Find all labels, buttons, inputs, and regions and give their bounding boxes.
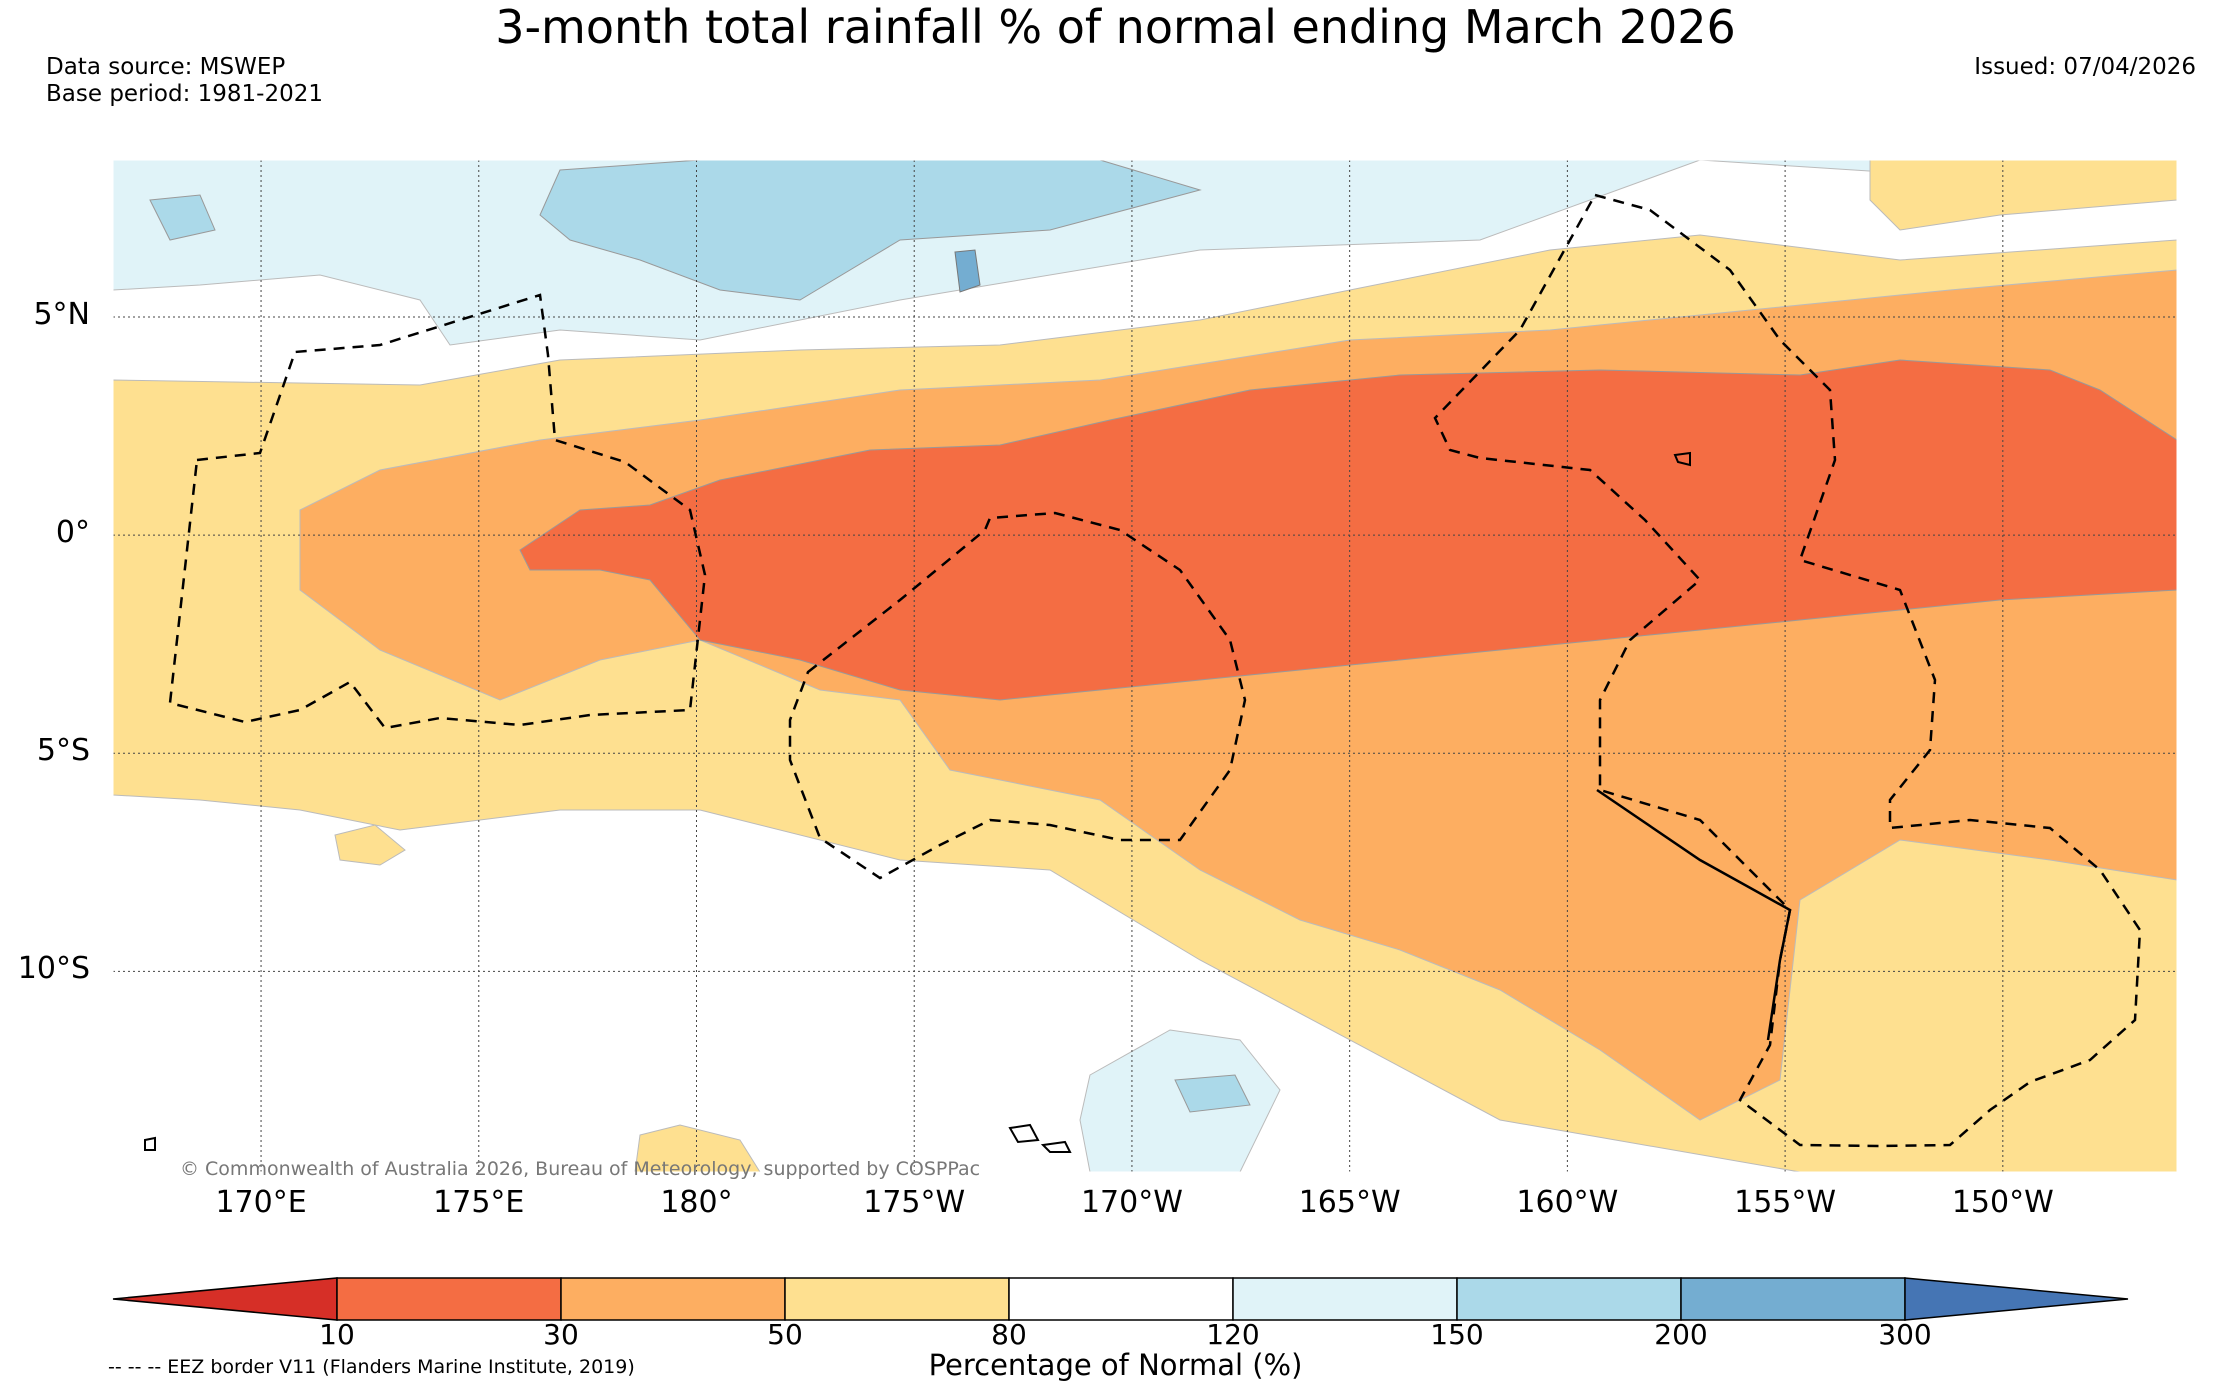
map-area	[113, 160, 2177, 1172]
colorbar-tick-label: 120	[1206, 1318, 1260, 1351]
lon-tick-label: 160°W	[1516, 1185, 1619, 1220]
lon-tick-label: 175°E	[433, 1185, 525, 1220]
eez-border-west	[168, 293, 707, 730]
island-outline	[1008, 1123, 1040, 1144]
colorbar-tick-label: 150	[1430, 1318, 1484, 1351]
copyright-text: © Commonwealth of Australia 2026, Bureau…	[180, 1158, 981, 1180]
region-150-200-south	[1174, 1074, 1251, 1113]
lat-tick-label: 0°	[55, 515, 90, 551]
lat-tick-label: 5°N	[33, 297, 90, 333]
colorbar-segment	[336, 1277, 562, 1321]
colorbar-segment	[1456, 1277, 1682, 1321]
region-50-80-island	[334, 824, 406, 866]
lon-tick-label: 150°W	[1951, 1185, 2054, 1220]
lon-tick-label: 175°W	[863, 1185, 966, 1220]
lon-tick-label: 165°W	[1298, 1185, 1401, 1220]
eez-border-east	[1433, 193, 2142, 1148]
data-source-text: Data source: MSWEP	[46, 54, 286, 80]
colorbar-segment	[560, 1277, 786, 1321]
lat-tick-label: 10°S	[17, 951, 90, 987]
eez-borders	[168, 193, 2142, 1148]
colorbar	[112, 1277, 2129, 1321]
colorbar-segment	[1008, 1277, 1234, 1321]
lon-tick-label: 170°E	[215, 1185, 307, 1220]
island-outline	[1040, 1140, 1072, 1153]
colorbar-title: Percentage of Normal (%)	[928, 1348, 1303, 1382]
islands	[144, 451, 1691, 1153]
base-period-text: Base period: 1981-2021	[46, 81, 324, 107]
colorbar-tick-label: 10	[319, 1318, 355, 1351]
colorbar-tick-label: 50	[767, 1318, 803, 1351]
colorbar-segment	[1232, 1277, 1458, 1321]
region-150-200-north	[539, 160, 1202, 301]
island-outline	[144, 1136, 156, 1151]
colorbar-tick-label: 300	[1878, 1318, 1932, 1351]
colorbar-extend-high	[1904, 1277, 2129, 1321]
island-outline	[1673, 451, 1691, 467]
colorbar-tick-label: 80	[991, 1318, 1027, 1351]
region-50-80-south	[634, 1124, 761, 1172]
colorbar-segment	[1680, 1277, 1906, 1321]
region-50-80-northeast	[1869, 160, 2177, 231]
eez-legend-note: -- -- -- EEZ border V11 (Flanders Marine…	[108, 1356, 635, 1378]
lon-tick-label: 155°W	[1734, 1185, 1837, 1220]
eez-border-central	[788, 511, 1247, 880]
colorbar-tick-label: 200	[1654, 1318, 1708, 1351]
region-200-300-north	[954, 249, 981, 293]
colorbar-tick-label: 30	[543, 1318, 579, 1351]
boundary-line-solid	[1596, 788, 1792, 1041]
lon-tick-label: 180°	[660, 1185, 733, 1220]
region-120-150-south	[1079, 1029, 1281, 1172]
map-frame	[112, 159, 2178, 1173]
data-source-info: Data source: MSWEP Base period: 1981-202…	[46, 54, 323, 108]
issued-date: Issued: 07/04/2026	[1974, 54, 2196, 80]
colorbar-segment	[784, 1277, 1010, 1321]
region-10-30	[519, 359, 2177, 701]
map-title: 3-month total rainfall % of normal endin…	[495, 0, 1736, 54]
grid-lines	[113, 160, 2177, 1172]
colorbar-extend-low	[112, 1277, 338, 1321]
lon-tick-label: 170°W	[1080, 1185, 1183, 1220]
region-150-200-north-small	[149, 194, 216, 241]
lat-tick-label: 5°S	[36, 733, 90, 769]
